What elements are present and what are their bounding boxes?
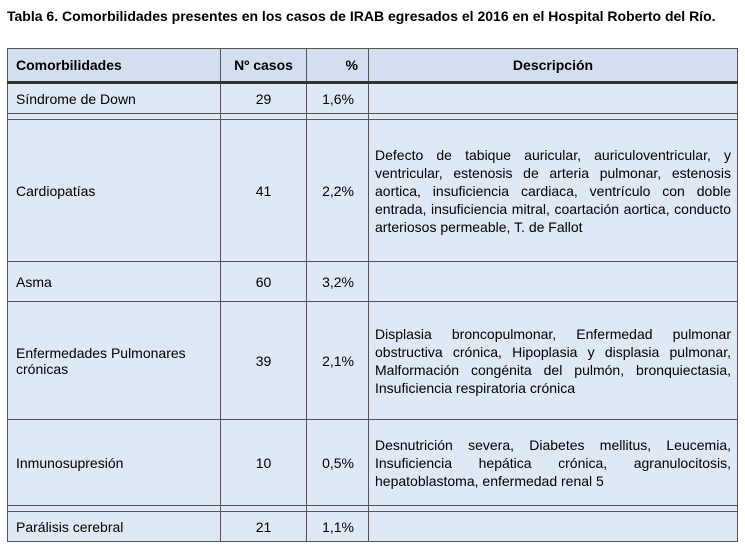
row-percent: 1,6% xyxy=(306,82,369,114)
header-description: Descripción xyxy=(368,48,738,83)
row-name: Enfermedades Pulmonares crónicas xyxy=(7,301,221,420)
row-description: Defecto de tabique auricular, auriculove… xyxy=(368,119,738,262)
table-caption: Tabla 6. Comorbilidades presentes en los… xyxy=(7,8,716,24)
table-row: Asma 60 3,2% xyxy=(7,261,738,302)
comorbidities-table: Comorbilidades Nº casos % Descripción Sí… xyxy=(7,48,738,542)
row-description xyxy=(368,511,738,542)
row-cases: 21 xyxy=(220,511,307,542)
row-cases: 60 xyxy=(220,261,307,302)
header-comorbilidades: Comorbilidades xyxy=(7,48,221,83)
row-description: Desnutrición severa, Diabetes mellitus, … xyxy=(368,419,738,506)
row-description xyxy=(368,261,738,302)
row-cases: 10 xyxy=(220,419,307,506)
table-row: Inmunosupresión 10 0,5% Desnutrición sev… xyxy=(7,419,738,506)
row-cases: 41 xyxy=(220,119,307,262)
header-cases: Nº casos xyxy=(220,48,307,83)
row-cases: 39 xyxy=(220,301,307,420)
row-percent: 2,1% xyxy=(306,301,369,420)
row-name: Inmunosupresión xyxy=(7,419,221,506)
header-row: Comorbilidades Nº casos % Descripción xyxy=(7,48,738,83)
row-percent: 0,5% xyxy=(306,419,369,506)
table-row: Enfermedades Pulmonares crónicas 39 2,1%… xyxy=(7,301,738,420)
row-name: Parálisis cerebral xyxy=(7,511,221,542)
table-row: Cardiopatías 41 2,2% Defecto de tabique … xyxy=(7,119,738,262)
row-percent: 1,1% xyxy=(306,511,369,542)
row-description: Displasia broncopulmonar, Enfermedad pul… xyxy=(368,301,738,420)
table-row: Parálisis cerebral 21 1,1% xyxy=(7,511,738,542)
header-percent: % xyxy=(306,48,369,83)
row-name: Síndrome de Down xyxy=(7,82,221,114)
row-percent: 2,2% xyxy=(306,119,369,262)
table-row: Síndrome de Down 29 1,6% xyxy=(7,82,738,114)
row-description xyxy=(368,82,738,114)
row-name: Asma xyxy=(7,261,221,302)
row-percent: 3,2% xyxy=(306,261,369,302)
row-name: Cardiopatías xyxy=(7,119,221,262)
row-cases: 29 xyxy=(220,82,307,114)
